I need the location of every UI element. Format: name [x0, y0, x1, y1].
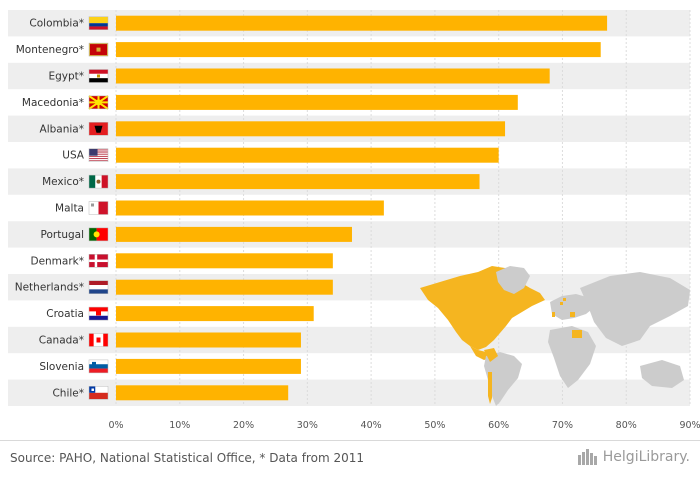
world-map-icon	[420, 266, 690, 406]
footer-divider	[0, 440, 700, 441]
bar-macedonia	[116, 94, 518, 110]
colombia-flag-icon	[88, 16, 109, 30]
category-label: Netherlands*	[15, 282, 84, 294]
source-note: Source: PAHO, National Statistical Offic…	[10, 451, 364, 465]
category-label: Chile*	[52, 387, 84, 399]
x-tick-label: 0%	[108, 420, 123, 431]
bars	[116, 15, 608, 401]
usa-flag-icon	[88, 148, 109, 162]
category-label: USA	[62, 150, 85, 162]
slovenia-flag-icon	[88, 359, 109, 374]
category-label: Albania*	[40, 123, 84, 135]
x-tick-label: 50%	[424, 420, 445, 431]
mexico-flag-icon	[88, 174, 109, 189]
bar-colombia	[116, 15, 608, 31]
bar-canada	[116, 332, 301, 348]
canada-flag-icon	[88, 333, 109, 347]
x-tick-label: 30%	[297, 420, 318, 431]
portugal-flag-icon	[88, 227, 109, 242]
category-label: Mexico*	[42, 176, 84, 188]
x-tick-label: 20%	[233, 420, 254, 431]
bar-mexico	[116, 174, 480, 190]
x-tick-label: 40%	[361, 420, 382, 431]
category-label: Egypt*	[48, 71, 84, 83]
category-labels: Colombia* Montenegro* Egypt* Macedonia* Alba…	[15, 18, 85, 400]
malta-flag-icon	[88, 201, 109, 215]
egypt-flag-icon	[88, 69, 109, 83]
x-tick-label: 10%	[169, 420, 190, 431]
flags	[88, 16, 109, 400]
x-tick-label: 90%	[679, 420, 700, 431]
category-label: Slovenia	[39, 361, 84, 373]
category-label: Macedonia*	[22, 97, 84, 109]
bar-usa	[116, 147, 499, 163]
bar-croatia	[116, 306, 314, 322]
croatia-flag-icon	[88, 306, 109, 321]
bar-chart: Colombia* Montenegro* Egypt* Macedonia* Alba…	[8, 10, 700, 431]
bar-chile	[116, 385, 289, 401]
netherlands-flag-icon	[88, 280, 109, 294]
category-label: Montenegro*	[16, 44, 84, 56]
x-tick-label: 70%	[552, 420, 573, 431]
bar-malta	[116, 200, 384, 216]
montenegro-flag-icon	[88, 42, 109, 57]
bar-denmark	[116, 253, 333, 269]
category-label: Portugal	[41, 229, 85, 241]
bar-netherlands	[116, 279, 333, 295]
bar-egypt	[116, 68, 550, 84]
bar-slovenia	[116, 358, 301, 374]
denmark-flag-icon	[88, 254, 109, 268]
library-logo-icon	[577, 449, 597, 465]
x-tick-label: 80%	[616, 420, 637, 431]
x-tick-label: 60%	[488, 420, 509, 431]
x-axis-ticks: 0% 10% 20% 30% 40% 50% 60% 70% 80% 90%	[108, 420, 700, 431]
brand-logo: HelgiLibrary.	[577, 449, 690, 465]
category-label: Croatia	[46, 308, 84, 320]
category-label: Malta	[55, 203, 84, 215]
bar-portugal	[116, 226, 352, 242]
category-label: Colombia*	[29, 18, 84, 30]
category-label: Canada*	[39, 335, 84, 347]
brand-name: HelgiLibrary.	[602, 449, 690, 465]
bar-albania	[116, 121, 506, 137]
macedonia-flag-icon	[88, 95, 109, 110]
albania-flag-icon	[88, 122, 109, 136]
row-band	[8, 379, 690, 406]
chile-flag-icon	[88, 386, 109, 400]
bar-montenegro	[116, 42, 601, 58]
category-label: Denmark*	[30, 255, 84, 267]
